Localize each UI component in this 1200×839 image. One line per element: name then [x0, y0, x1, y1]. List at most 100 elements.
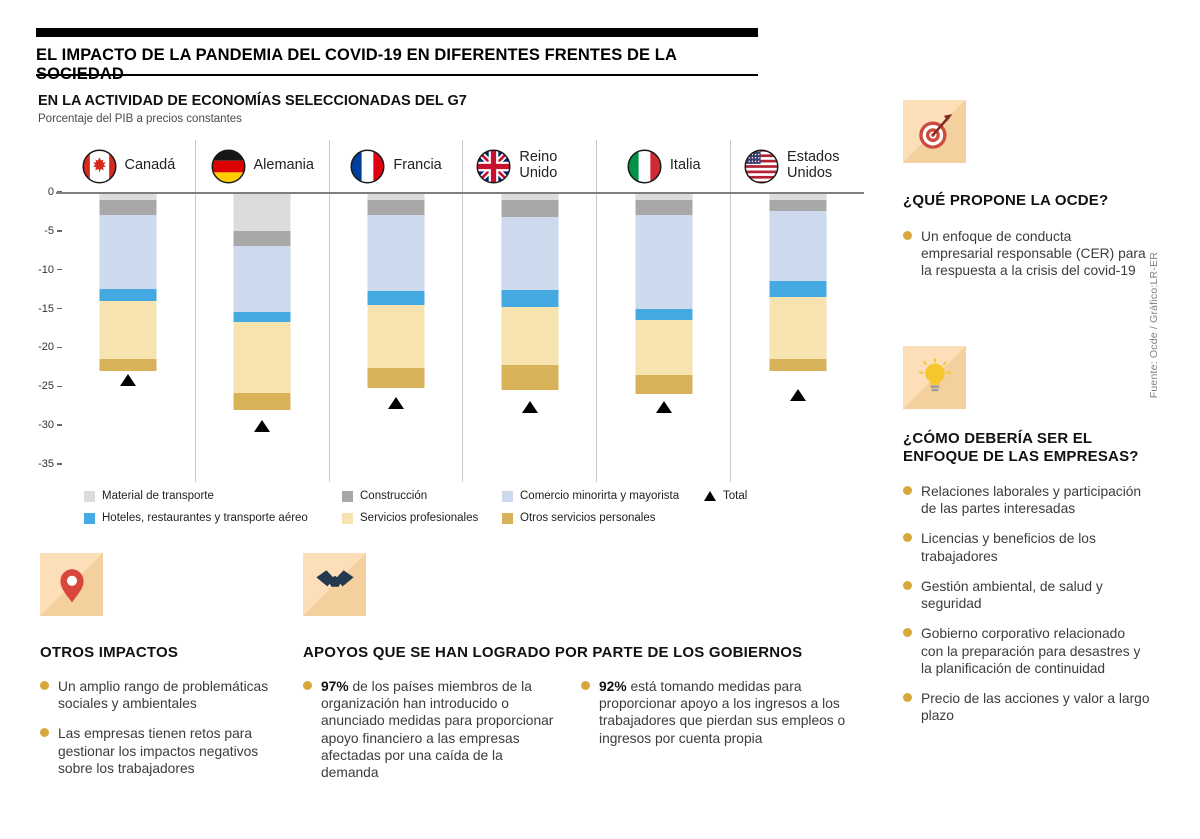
stat-value: 92% [599, 679, 627, 694]
legend-swatch-icon [342, 512, 353, 524]
bar-segment [233, 246, 291, 313]
bar-segment [769, 296, 827, 360]
y-tick-mark [57, 268, 62, 271]
bar-segment [99, 192, 157, 200]
bar-segment [769, 359, 827, 371]
chart-title: EN LA ACTIVIDAD DE ECONOMÍAS SELECCIONAD… [38, 93, 467, 109]
bullet-item: Relaciones laborales y participación de … [903, 483, 1151, 517]
y-tick-label: -20 [38, 341, 54, 354]
legend-label: Comercio minorirta y mayorista [520, 490, 680, 502]
y-tick-label: -25 [38, 380, 54, 393]
target-icon [903, 100, 966, 163]
bar-segment [635, 192, 693, 200]
total-marker-icon [655, 400, 672, 413]
bullet-dot-icon [903, 693, 912, 703]
bullet-text: Gestión ambiental, de salud y seguridad [921, 578, 1103, 612]
bar-segment [501, 289, 559, 308]
legend-label: Servicios profesionales [360, 512, 479, 524]
bullet-dot-icon [903, 580, 912, 590]
country-bar-plot [62, 192, 195, 482]
zero-axis-line [56, 192, 864, 194]
bullet-item: 97% de los países miembros de la organiz… [303, 678, 555, 781]
chart-column-canada: Canadá [62, 140, 196, 482]
bullet-item: Licencias y beneficios de los trabajador… [903, 530, 1151, 564]
stacked-bar [99, 192, 157, 371]
y-tick: -15 [38, 303, 62, 315]
bar-segment [367, 290, 425, 306]
legend-item: Construcción [342, 490, 502, 502]
bullet-item: Un amplio rango de problemáticas sociale… [40, 678, 294, 712]
country-header: Reino Unido [463, 140, 596, 192]
chart-column-estados-unidos: Estados Unidos [731, 140, 864, 482]
legend-swatch-icon [342, 490, 353, 502]
y-tick-mark [57, 385, 62, 388]
legend-label: Hoteles, restaurantes y transporte aéreo [102, 512, 308, 524]
y-tick-mark [57, 230, 62, 232]
page-title: EL IMPACTO DE LA PANDEMIA DEL COVID-19 E… [36, 46, 677, 83]
legend-swatch-icon [502, 490, 513, 502]
ocde-section-title: ¿QUÉ PROPONE LA OCDE? [903, 192, 1109, 209]
bullet-text: Las empresas tienen retos para gestionar… [58, 726, 259, 776]
bullet-dot-icon [903, 533, 912, 543]
chart-column-italia: Italia [597, 140, 732, 482]
y-tick-mark [57, 307, 62, 310]
legend-swatch-icon [84, 490, 95, 502]
bar-segment [233, 192, 291, 231]
bar-segment [233, 393, 291, 411]
legend-swatch-icon [84, 512, 95, 524]
enfoque-section-title: ¿CÓMO DEBERÍA SER EL ENFOQUE DE LAS EMPR… [903, 430, 1139, 465]
country-bar-plot [597, 192, 730, 482]
country-bar-plot [196, 192, 329, 482]
bullet-dot-icon [903, 486, 912, 495]
otros-impactos-bullet-list: Un amplio rango de problemáticas sociale… [40, 678, 294, 790]
country-bar-plot [731, 192, 864, 482]
bar-segment [99, 199, 157, 216]
bar-segment [501, 307, 559, 366]
bullet-dot-icon [581, 681, 590, 690]
legend-label: Total [723, 490, 748, 502]
y-tick-label: -35 [38, 458, 54, 470]
bar-segment [367, 192, 425, 200]
apoyos-title: APOYOS QUE SE HAN LOGRADO POR PARTE DE L… [303, 644, 803, 661]
bullet-item: Las empresas tienen retos para gestionar… [40, 725, 294, 777]
total-marker-icon [521, 400, 538, 413]
bar-segment [367, 367, 425, 388]
bar-segment [769, 211, 827, 282]
bar-segment [769, 192, 827, 200]
chart-column-reino-unido: Reino Unido [463, 140, 598, 482]
country-label: Francia [393, 157, 442, 174]
chart-subtitle: Porcentaje del PIB a precios constantes [38, 113, 242, 125]
legend-label: Construcción [360, 490, 428, 502]
bullet-text: 92% está tomando medidas para proporcion… [599, 679, 846, 746]
country-header: Canadá [62, 140, 195, 192]
handshake-icon [303, 553, 366, 616]
total-marker-icon [388, 397, 405, 410]
bar-segment [501, 216, 559, 290]
bar-segment [367, 305, 425, 368]
legend-label: Otros servicios personales [520, 512, 656, 524]
chart-columns: Canadá Alemania Francia Reino Unido Italia Es… [56, 140, 864, 482]
bar-segment [233, 230, 291, 247]
bullet-item: Precio de las acciones y valor a largo p… [903, 690, 1151, 724]
bar-segment [233, 312, 291, 322]
bullet-text: Precio de las acciones y valor a largo p… [921, 691, 1150, 724]
lightbulb-icon [903, 346, 966, 409]
bullet-dot-icon [903, 628, 912, 638]
y-tick-label: 0 [47, 186, 54, 198]
y-tick: -5 [44, 225, 62, 237]
stacked-bar [367, 192, 425, 388]
bar-segment [367, 215, 425, 291]
country-header: Estados Unidos [731, 140, 864, 192]
bar-segment [635, 308, 693, 321]
chart-column-francia: Francia [330, 140, 464, 482]
flag-francia-icon [350, 148, 385, 184]
enfoque-bullet-list: Relaciones laborales y participación de … [903, 483, 1151, 738]
chart-column-alemania: Alemania [196, 140, 330, 482]
country-label: Canadá [124, 157, 176, 174]
legend-item-total: Total [704, 490, 747, 502]
bullet-text: Gobierno corporativo relacionado con la … [921, 626, 1141, 676]
bullet-item: Gobierno corporativo relacionado con la … [903, 625, 1151, 677]
bullet-item: Gestión ambiental, de salud y seguridad [903, 578, 1151, 612]
legend-item: Hoteles, restaurantes y transporte aéreo [84, 512, 342, 524]
total-marker-icon [254, 420, 271, 433]
